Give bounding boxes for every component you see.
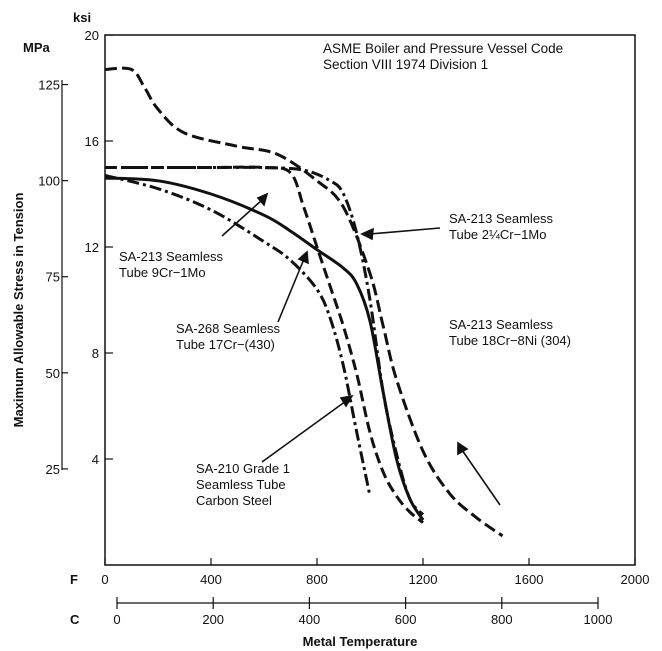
f-tick-label: 1600	[515, 572, 544, 587]
c-unit-label: C	[70, 612, 80, 627]
annotation-label-1: SA-213 Seamless	[449, 211, 554, 226]
chart-title: ASME Boiler and Pressure Vessel Code	[323, 41, 563, 56]
annotation-label-1: Tube 2¼Cr−1Mo	[449, 227, 546, 242]
arrow-carbon	[261, 400, 347, 463]
c-tick-label: 800	[491, 612, 513, 627]
annotation-label-3: SA-268 Seamless	[176, 321, 281, 336]
y-axis-title: Maximum Allowable Stress in Tension	[11, 193, 26, 428]
ksi-tick-label: 8	[92, 346, 99, 361]
arrow-17cr	[277, 258, 305, 323]
c-tick-label: 600	[395, 612, 417, 627]
arrow-9cr-head	[256, 192, 269, 207]
series-line-4	[105, 165, 424, 524]
plot-frame	[104, 34, 636, 566]
arrow-9cr	[221, 199, 263, 237]
ksi-tick-label: 4	[92, 452, 99, 467]
ksi-tick-label: 20	[85, 28, 99, 43]
mpa-tick-label: 75	[46, 270, 60, 285]
c-tick-label: 200	[202, 612, 224, 627]
f-unit-label: F	[70, 572, 78, 587]
arrow-2quarter-cr	[369, 227, 441, 235]
f-tick-label: 0	[101, 572, 108, 587]
f-tick-label: 2000	[621, 572, 650, 587]
annotation-label-2: SA-213 Seamless	[119, 249, 224, 264]
annotation-arrows	[221, 192, 501, 506]
series-line-3	[104, 176, 425, 521]
annotation-label-3: Tube 17Cr−(430)	[176, 337, 275, 352]
arrow-18cr-head	[457, 441, 469, 456]
f-tick-label: 400	[200, 572, 222, 587]
mpa-tick-label: 125	[38, 78, 60, 93]
annotation-label-5: Seamless Tube	[196, 477, 286, 492]
c-tick-label: 1000	[584, 612, 613, 627]
c-tick-label: 400	[299, 612, 321, 627]
series-line-5	[104, 173, 372, 497]
x-axis-title: Metal Temperature	[303, 634, 418, 649]
arrow-carbon-head	[339, 394, 354, 408]
mpa-tick-label: 50	[46, 366, 60, 381]
annotation-label-5: Carbon Steel	[196, 493, 272, 508]
ksi-tick-label: 12	[85, 240, 99, 255]
mpa-unit-label: MPa	[23, 40, 51, 55]
ksi-tick-label: 16	[85, 134, 99, 149]
arrow-18cr	[461, 449, 501, 506]
annotation-label-4: Tube 18Cr−8Ni (304)	[449, 333, 571, 348]
mpa-tick-label: 100	[38, 174, 60, 189]
annotation-label-5: SA-210 Grade 1	[196, 461, 290, 476]
c-tick-label: 0	[113, 612, 120, 627]
annotation-label-4: SA-213 Seamless	[449, 317, 554, 332]
arrow-17cr-head	[297, 250, 309, 265]
annotation-label-2: Tube 9Cr−1Mo	[119, 265, 206, 280]
series-line-1	[104, 66, 504, 538]
mpa-tick-label: 25	[46, 462, 60, 477]
f-tick-label: 800	[306, 572, 328, 587]
ksi-unit-label: ksi	[73, 10, 91, 25]
f-tick-label: 1200	[409, 572, 438, 587]
chart-subtitle: Section VIII 1974 Division 1	[323, 57, 488, 72]
arrow-2quarter-cr-head	[360, 227, 374, 241]
